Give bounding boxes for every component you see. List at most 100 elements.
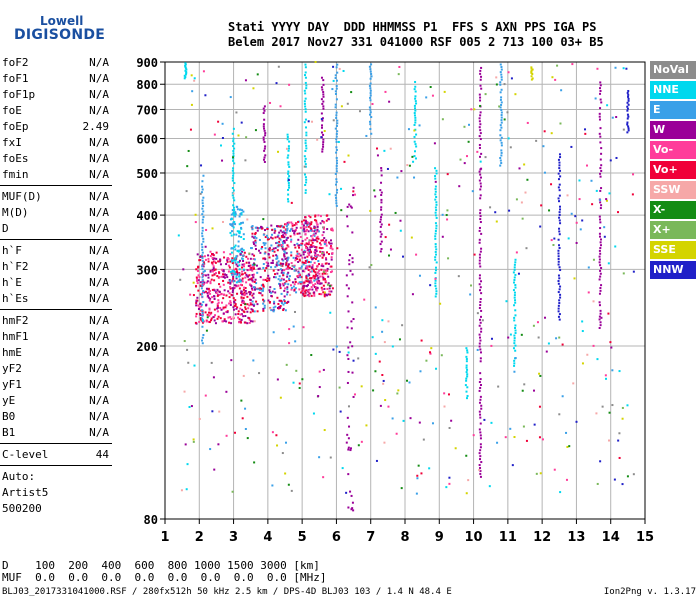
echo-point: [334, 194, 337, 197]
echo-point: [322, 476, 325, 479]
echo-point: [262, 298, 265, 301]
echo-point: [283, 300, 286, 303]
echo-point: [558, 211, 561, 214]
echo-point: [478, 464, 481, 467]
echo-point: [251, 303, 254, 306]
echo-point: [335, 204, 338, 207]
echo-point: [279, 283, 282, 286]
echo-point: [265, 261, 268, 264]
echo-point: [322, 138, 325, 141]
echo-point: [331, 287, 334, 290]
echo-point: [592, 258, 595, 261]
echo-point: [185, 190, 188, 193]
echo-point: [626, 105, 629, 108]
param-row: yF2 N/A: [0, 361, 112, 377]
echo-point: [201, 321, 204, 324]
echo-point: [296, 232, 299, 235]
echo-point: [312, 233, 315, 236]
echo-point: [239, 313, 242, 316]
echo-point: [233, 284, 236, 287]
echo-point: [283, 269, 286, 272]
echo-point: [195, 304, 198, 307]
echo-point: [243, 294, 246, 297]
echo-point: [472, 434, 475, 437]
echo-point: [285, 239, 288, 242]
echo-point: [514, 299, 517, 302]
echo-point: [419, 370, 422, 373]
echo-point: [336, 63, 339, 66]
echo-point: [249, 320, 252, 323]
echo-point: [195, 315, 198, 318]
echo-point: [617, 211, 620, 214]
echo-point: [559, 175, 562, 178]
echo-point: [490, 344, 493, 347]
echo-point: [287, 223, 290, 226]
echo-point: [270, 266, 273, 269]
echo-point: [278, 282, 281, 285]
echo-point: [379, 225, 382, 228]
echo-point: [202, 334, 205, 337]
echo-point: [304, 66, 307, 69]
echo-point: [316, 230, 319, 233]
echo-point: [316, 264, 319, 267]
echo-point: [290, 251, 293, 254]
echo-point: [626, 117, 629, 120]
echo-point: [530, 70, 533, 73]
echo-point: [324, 281, 327, 284]
echo-point: [262, 241, 265, 244]
echo-point: [234, 313, 237, 316]
echo-point: [286, 265, 289, 268]
echo-point: [317, 281, 320, 284]
echo-point: [557, 310, 560, 313]
echo-point: [499, 159, 502, 162]
legend-entry-e: E: [650, 101, 696, 119]
echo-point: [309, 261, 312, 264]
echo-point: [264, 154, 267, 157]
echo-point: [234, 299, 237, 302]
echo-point: [413, 88, 416, 91]
echo-point: [335, 180, 338, 183]
echo-point: [345, 441, 348, 444]
echo-point: [216, 289, 219, 292]
echo-point: [213, 257, 216, 260]
echo-point: [434, 175, 437, 178]
echo-point: [244, 286, 247, 289]
echo-point: [298, 267, 301, 270]
echo-point: [238, 259, 241, 262]
echo-point: [434, 271, 437, 274]
echo-point: [279, 263, 282, 266]
param-value: N/A: [89, 72, 109, 85]
echo-point: [558, 266, 561, 269]
echo-point: [303, 230, 306, 233]
echo-point: [435, 216, 438, 219]
echo-point: [376, 147, 379, 150]
echo-point: [342, 69, 345, 72]
echo-point: [307, 225, 310, 228]
echo-point: [399, 219, 402, 222]
echo-point: [543, 171, 546, 174]
echo-point: [183, 390, 186, 393]
echo-point: [465, 454, 468, 457]
echo-point: [234, 211, 237, 214]
echo-point: [352, 395, 355, 398]
echo-point: [303, 284, 306, 287]
echo-point: [320, 293, 323, 296]
param-name: foF1p: [2, 88, 36, 101]
echo-point: [316, 223, 319, 226]
x-tick-label: 9: [435, 530, 444, 545]
echo-point: [598, 255, 601, 258]
echo-point: [273, 276, 276, 279]
echo-point: [555, 337, 558, 340]
echo-point: [253, 258, 256, 261]
echo-point: [316, 225, 319, 228]
echo-point: [349, 490, 352, 493]
echo-point: [604, 374, 607, 377]
echo-point: [559, 169, 562, 172]
echo-point: [603, 226, 606, 229]
echo-point: [346, 354, 349, 357]
echo-point: [276, 235, 279, 238]
echo-point: [205, 320, 208, 323]
echo-point: [230, 218, 233, 221]
echo-point: [521, 217, 524, 220]
echo-point: [347, 370, 350, 373]
